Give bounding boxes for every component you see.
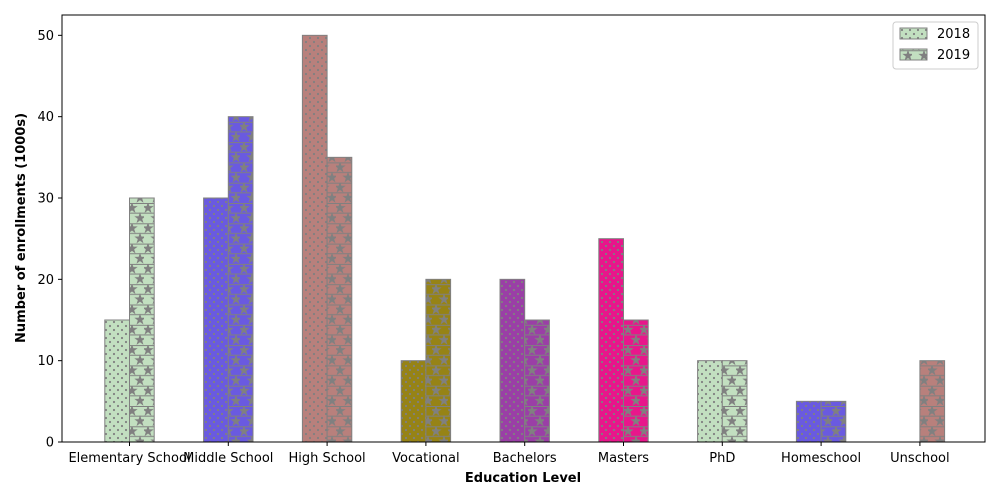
x-axis-title: Education Level [465,471,581,486]
x-tick-label: PhD [709,451,735,466]
bar-2019-high-school [326,156,353,443]
x-tick-label: Unschool [890,451,949,466]
legend-label-2018: 2018 [937,27,970,42]
bar-2019-bachelors [524,319,550,443]
y-axis: 0 10 20 30 40 50 [37,29,62,451]
bar-2018-high-school [301,34,328,443]
bar-2019-vocational [425,278,452,443]
bar-2018-vocational [400,360,427,443]
y-tick-label: 20 [37,273,54,288]
y-tick-label: 0 [46,436,54,451]
x-tick-label: Homeschool [781,451,861,466]
legend-item-2018: 2018 [899,27,970,42]
bar-2018-masters [598,238,624,443]
bar-2019-phd [721,360,748,443]
bar-2018-middle-school [203,197,229,443]
x-tick-label: Vocational [392,451,459,466]
bar-2018-elementary-school [104,319,131,443]
legend: 2018 2019 [892,21,979,70]
bars-group [104,34,946,443]
x-tick-label: Masters [598,451,649,466]
x-tick-label: High School [289,451,366,466]
x-tick-label: Middle School [183,451,273,466]
y-tick-label: 40 [37,110,54,125]
legend-swatch-hatch-2018 [900,28,927,39]
y-axis-title: Number of enrollments (1000s) [14,113,29,343]
bar-2018-phd [697,360,723,443]
bar-2019-elementary-school [129,197,155,443]
bar-2019-homeschool [820,400,847,443]
y-tick-label: 50 [37,29,54,44]
legend-label-2019: 2019 [937,48,970,63]
legend-swatch-hatch-2019 [900,49,927,60]
legend-item-2019: 2019 [899,48,970,63]
bar-2018-homeschool [795,400,822,443]
bar-2019-unschool [919,360,946,443]
y-tick-label: 30 [37,192,54,207]
bar-2019-masters [623,319,649,443]
bar-2019-middle-school [227,116,254,443]
x-tick-label: Elementary School [68,451,190,466]
plot-area-frame [61,14,986,443]
x-tick-label: Bachelors [493,451,557,466]
y-tick-label: 10 [37,354,54,369]
bar-2018-bachelors [499,278,526,443]
